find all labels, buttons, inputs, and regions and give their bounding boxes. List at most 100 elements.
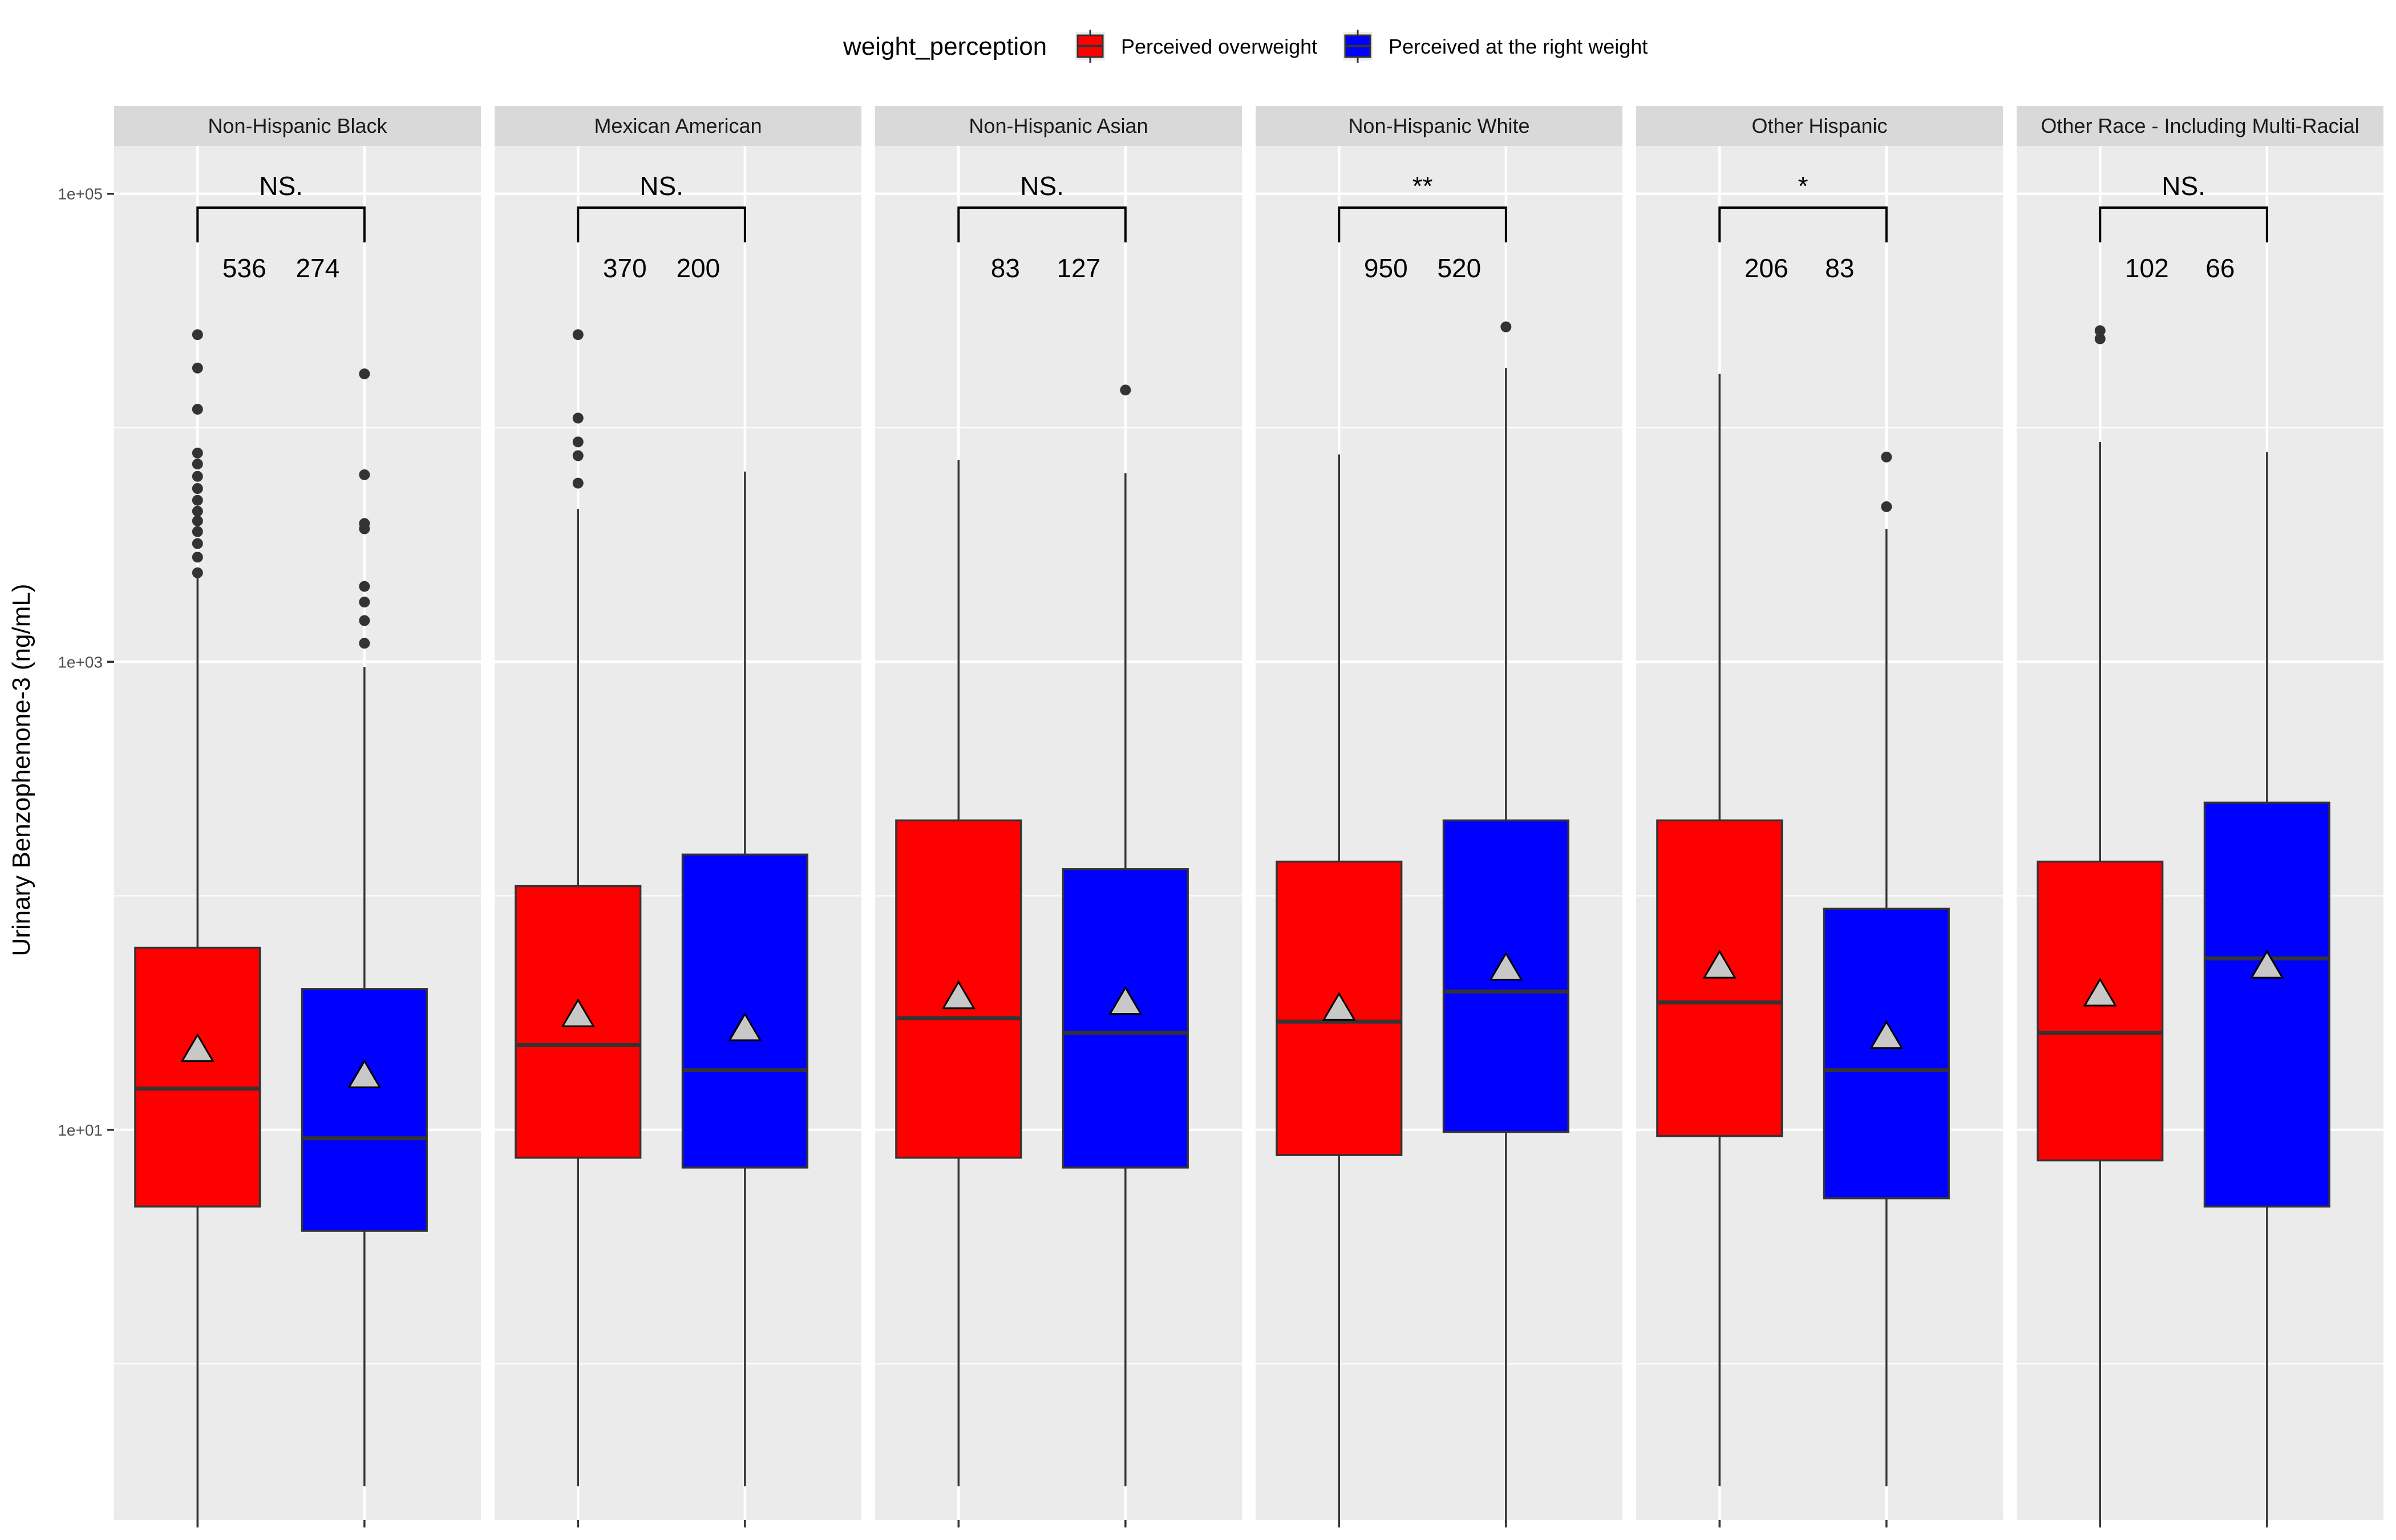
significance-bracket <box>1338 206 1507 242</box>
outlier-point <box>192 495 203 506</box>
outlier-point <box>1500 321 1512 333</box>
mean-marker <box>347 1059 382 1088</box>
box-right <box>301 988 428 1232</box>
outlier-point <box>572 329 584 341</box>
sample-count-label: 206 <box>1745 253 1788 283</box>
outlier-point <box>192 459 203 470</box>
outlier-point <box>192 552 203 563</box>
box-right <box>681 853 808 1169</box>
facet-strip <box>2017 106 2383 146</box>
significance-label: NS. <box>2162 171 2205 201</box>
outlier-point <box>359 597 370 608</box>
outlier-point <box>359 518 370 529</box>
outlier-point <box>359 615 370 626</box>
sample-count-label: 66 <box>2205 253 2235 283</box>
sample-count-label: 520 <box>1437 253 1481 283</box>
mean-marker <box>728 1012 762 1041</box>
outlier-point <box>359 368 370 379</box>
outlier-point <box>359 581 370 592</box>
significance-bracket <box>957 206 1127 242</box>
facet-panel: Other Race - Including Multi-Racial 102 66… <box>2017 106 2383 1527</box>
significance-bracket <box>577 206 746 242</box>
significance-bracket <box>1718 206 1888 242</box>
facet-strip <box>1256 106 1622 146</box>
sample-count-label: 536 <box>222 253 266 283</box>
y-tick-label: 1e+05 <box>58 185 103 203</box>
significance-bracket <box>2099 206 2268 242</box>
box-right <box>1062 868 1189 1169</box>
mean-marker <box>1489 951 1523 981</box>
legend: weight_perception Perceived overweight Per… <box>843 30 1648 63</box>
outlier-point <box>359 469 370 480</box>
mean-marker <box>941 980 976 1010</box>
sample-count-label: 102 <box>2125 253 2169 283</box>
significance-label: NS. <box>1020 171 1064 201</box>
legend-label: Perceived at the right weight <box>1389 35 1648 58</box>
mean-marker <box>2250 950 2284 979</box>
sample-count-label: 370 <box>603 253 647 283</box>
facet-strip-label: Non-Hispanic Asian <box>969 114 1148 137</box>
facet-panel: Mexican American 370 200 NS. <box>495 106 861 1527</box>
outlier-point <box>1120 384 1131 396</box>
outlier-point <box>192 567 203 578</box>
outlier-point <box>572 412 584 424</box>
facet-strip-label: Non-Hispanic White <box>1348 114 1529 137</box>
outlier-point <box>192 515 203 526</box>
sample-count-label: 83 <box>991 253 1020 283</box>
facet-strip <box>1636 106 2003 146</box>
outlier-point <box>572 450 584 461</box>
sample-count-label: 274 <box>296 253 339 283</box>
legend-label: Perceived overweight <box>1121 35 1317 58</box>
box-overweight <box>2037 860 2164 1162</box>
box-right <box>2203 801 2330 1208</box>
facet-strip-label: Other Race - Including Multi-Racial <box>2041 114 2359 137</box>
sample-count-label: 950 <box>1364 253 1408 283</box>
facet-panel: Other Hispanic 206 83 * <box>1636 106 2003 1527</box>
facet-strip-label: Mexican American <box>594 114 762 137</box>
y-tick-label: 1e+01 <box>58 1121 103 1139</box>
outlier-point <box>192 483 203 495</box>
y-tick-label: 1e+03 <box>58 653 103 671</box>
mean-marker <box>180 1033 214 1062</box>
significance-label: NS. <box>259 171 303 201</box>
significance-label: NS. <box>640 171 683 201</box>
sample-count-label: 127 <box>1057 253 1100 283</box>
sample-count-label: 83 <box>1825 253 1854 283</box>
facet-strip-label: Other Hispanic <box>1751 114 1887 137</box>
mean-marker <box>1702 950 1737 979</box>
outlier-point <box>1881 451 1892 463</box>
significance-bracket <box>196 206 366 242</box>
panel-background <box>495 146 861 1520</box>
facet-strip <box>875 106 1242 146</box>
facet-strip <box>495 106 861 146</box>
mean-marker <box>1869 1020 1904 1049</box>
outlier-point <box>192 526 203 537</box>
facet-panel: Non-Hispanic Asian 83 127 NS. <box>875 106 1242 1527</box>
outlier-point <box>192 404 203 415</box>
outlier-point <box>2094 325 2106 337</box>
outlier-point <box>359 638 370 649</box>
sample-count-label: 200 <box>676 253 720 283</box>
y-axis: 1e+01 1e+03 1e+05 <box>58 185 114 1139</box>
outlier-point <box>2094 333 2106 345</box>
outlier-point <box>192 538 203 549</box>
significance-label: * <box>1798 171 1808 201</box>
outlier-point <box>192 505 203 517</box>
box-right <box>1823 907 1950 1199</box>
mean-marker <box>1108 986 1143 1015</box>
facet-panel: Non-Hispanic White 950 520 ** <box>1256 106 1622 1527</box>
mean-marker <box>561 998 595 1027</box>
facet-strip-label: Non-Hispanic Black <box>208 114 387 137</box>
outlier-point <box>572 436 584 448</box>
significance-label: ** <box>1412 171 1433 201</box>
facet-strip <box>114 106 481 146</box>
mean-marker <box>2083 978 2117 1007</box>
outlier-point <box>192 471 203 482</box>
outlier-point <box>192 362 203 374</box>
box-overweight <box>134 946 261 1208</box>
y-axis-title: Urinary Benzophenone-3 (ng/mL) <box>7 583 35 956</box>
legend-title: weight_perception <box>843 33 1047 60</box>
panel-background <box>114 146 481 1520</box>
